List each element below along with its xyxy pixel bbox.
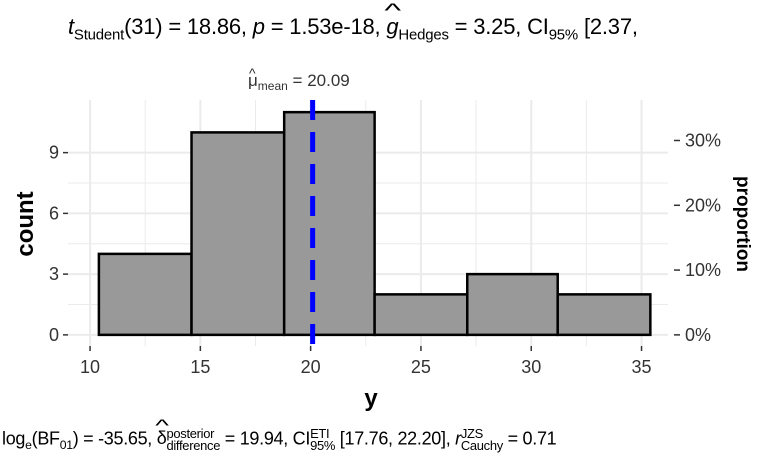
mean-label-value: = 20.09 (288, 71, 350, 90)
x-tick-label: 30 (521, 357, 541, 377)
x-tick-label: 35 (632, 357, 652, 377)
histogram-bars (97, 110, 652, 337)
mean-label-hat: ^ (249, 65, 256, 81)
mean-label: μmean = 20.09 (248, 71, 350, 93)
y-tick-label: 6 (49, 203, 59, 223)
histogram-bar (97, 252, 193, 337)
x-tick-label: 15 (190, 357, 210, 377)
x-tick-label: 20 (301, 357, 321, 377)
mean-label-sub: mean (258, 79, 288, 93)
y-axis-ticks: 0 3 6 9 (49, 143, 68, 345)
mean-label-mu: μ (248, 71, 258, 90)
y2-tick-label: 10% (685, 260, 721, 280)
y-tick-label: 3 (49, 264, 59, 284)
y2-axis-title: proportion (732, 176, 753, 272)
chart-subtitle: tStudent(31) = 18.86, p = 1.53e-18, gHed… (68, 14, 638, 43)
y-axis-title: count (12, 191, 39, 256)
y2-tick-label: 0% (685, 325, 711, 345)
y-tick-label: 9 (49, 143, 59, 163)
histogram-bar (556, 293, 652, 337)
y2-axis-ticks: 0% 10% 20% 30% (674, 130, 721, 345)
histogram-bar (190, 131, 286, 337)
x-tick-label: 25 (411, 357, 431, 377)
histogram-bar (466, 272, 559, 337)
x-axis-title: y (364, 385, 378, 412)
histogram-bar (282, 110, 376, 337)
y-tick-label: 0 (49, 325, 59, 345)
histogram-bar (373, 293, 469, 337)
y2-tick-label: 30% (685, 130, 721, 150)
chart-caption: loge(BF01) = -35.65, δposteriordifferenc… (2, 427, 557, 453)
x-axis-ticks: 10 15 20 25 30 35 (80, 346, 652, 377)
y2-tick-label: 20% (685, 195, 721, 215)
x-tick-label: 10 (80, 357, 100, 377)
